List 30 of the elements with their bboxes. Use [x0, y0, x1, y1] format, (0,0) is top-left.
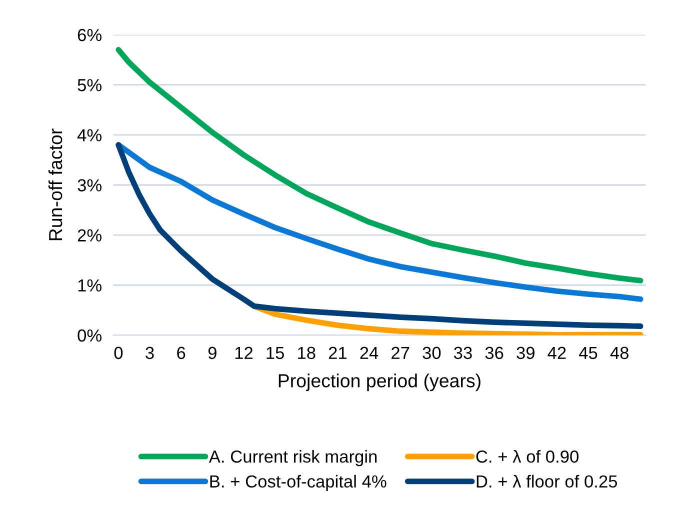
x-tick-label: 3	[146, 346, 154, 360]
x-tick-label: 12	[235, 346, 253, 359]
y-tick-label: 4%	[77, 129, 102, 142]
x-tick-label: 18	[298, 346, 316, 360]
y-tick-label: 5%	[78, 79, 102, 92]
x-tick-label: 42	[548, 346, 566, 359]
legend-label: B. + Cost-of-capital 4%	[210, 474, 386, 492]
y-tick-label: 2%	[78, 229, 102, 242]
x-tick-label: 45	[579, 346, 598, 360]
x-tick-label: 30	[422, 346, 441, 360]
x-axis-title: Projection period (years)	[278, 374, 480, 392]
legend-label: A. Current risk margin	[208, 450, 377, 466]
y-tick-label: 1%	[78, 279, 102, 292]
y-tick-label: 6%	[78, 28, 102, 42]
x-tick-label: 48	[610, 346, 628, 360]
y-axis-title: Run-off factor	[48, 128, 62, 240]
x-tick-label: 36	[485, 346, 504, 360]
x-tick-label: 33	[454, 346, 472, 360]
x-tick-label: 9	[208, 346, 216, 360]
legend-label: C. + λ of 0.90	[476, 450, 578, 463]
x-tick-label: 0	[114, 346, 123, 360]
x-tick-label: 15	[266, 346, 284, 360]
y-tick-label: 0%	[78, 329, 102, 342]
x-tick-label: 24	[360, 346, 378, 359]
x-tick-label: 27	[392, 346, 410, 359]
x-tick-label: 21	[328, 346, 347, 359]
y-tick-label: 3%	[78, 179, 102, 192]
x-tick-label: 39	[516, 346, 534, 360]
x-tick-label: 6	[177, 346, 186, 360]
legend-label: D. + λ floor of 0.25	[476, 474, 618, 488]
